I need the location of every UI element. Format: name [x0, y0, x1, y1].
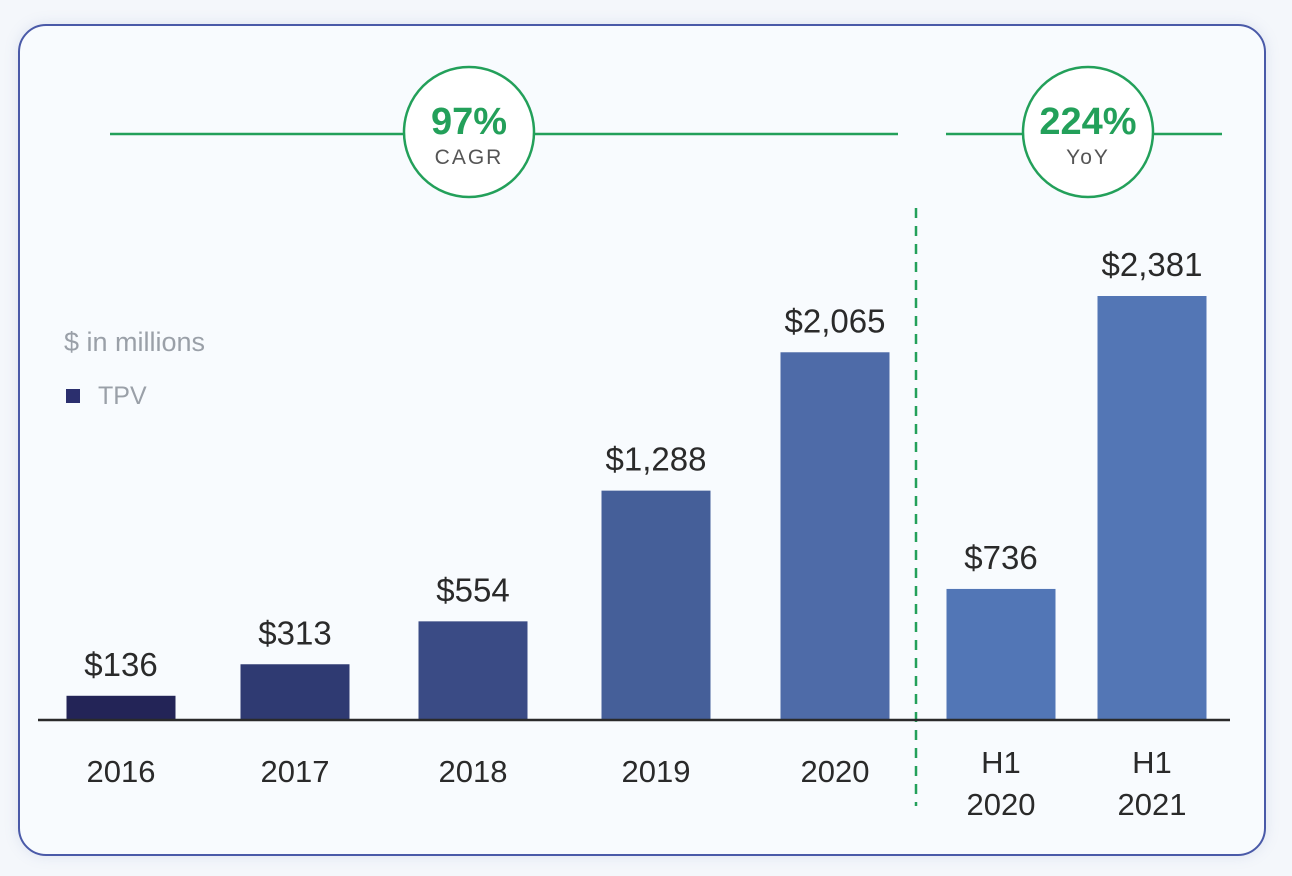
- legend-swatch-tpv: [66, 389, 80, 403]
- category-label-1: 2017: [261, 754, 330, 789]
- category-labels-group: 2016 2017 2018 2019 2020 H1 2020 H1 2021: [87, 745, 1187, 822]
- bar-0: [66, 695, 176, 720]
- value-label-2: $554: [436, 571, 509, 608]
- bar-6: [1097, 296, 1207, 720]
- yoy-label: YoY: [1066, 146, 1110, 169]
- category-label-4: 2020: [801, 754, 870, 789]
- cagr-value: 97%: [431, 101, 507, 143]
- value-labels-group: $136 $313 $554 $1,288 $2,065 $736 $2,381: [84, 246, 1202, 683]
- bar-5: [946, 588, 1056, 720]
- value-label-1: $313: [258, 614, 331, 651]
- unit-note: $ in millions: [64, 327, 205, 357]
- category-label-2: 2018: [439, 754, 508, 789]
- category-label-0: 2016: [87, 754, 156, 789]
- value-label-4: $2,065: [785, 302, 886, 339]
- category-label-5-line-1: 2020: [967, 787, 1036, 822]
- bar-4: [780, 352, 890, 720]
- value-label-6: $2,381: [1102, 246, 1203, 283]
- bars-group: [66, 296, 1207, 720]
- bar-1: [240, 664, 350, 720]
- cagr-label: CAGR: [435, 146, 504, 169]
- legend-label-tpv: TPV: [98, 382, 147, 410]
- category-label-6-line-0: H1: [1132, 745, 1172, 780]
- yoy-value: 224%: [1039, 101, 1136, 143]
- bar-3: [601, 490, 711, 720]
- category-label-3: 2019: [622, 754, 691, 789]
- value-label-3: $1,288: [606, 441, 707, 478]
- value-label-0: $136: [84, 646, 157, 683]
- yoy-badge: [1021, 65, 1155, 199]
- cagr-badge: [402, 65, 536, 199]
- category-label-6-line-1: 2021: [1118, 787, 1187, 822]
- bar-2: [418, 621, 528, 720]
- value-label-5: $736: [964, 539, 1037, 576]
- category-label-5-line-0: H1: [981, 745, 1021, 780]
